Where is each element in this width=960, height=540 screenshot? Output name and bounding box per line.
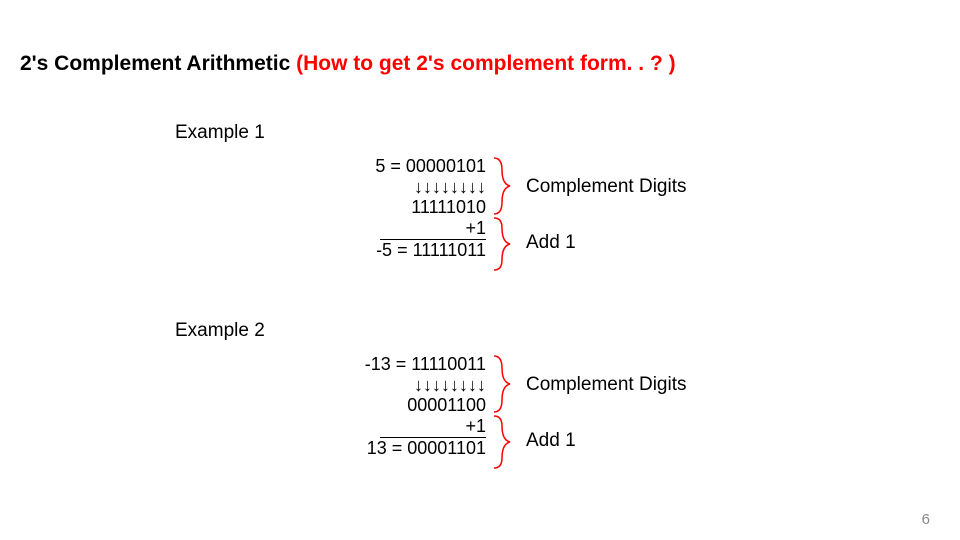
ex2-brace-2-icon bbox=[492, 414, 516, 470]
ex1-annotation-complement: Complement Digits bbox=[526, 176, 687, 198]
ex1-line-result: -5 = 11111011 bbox=[286, 240, 486, 261]
page-number: 6 bbox=[922, 511, 930, 528]
ex2-line-result: 13 = 00001101 bbox=[286, 438, 486, 459]
ex1-line-complement: 11111010 bbox=[286, 197, 486, 218]
example-2-calc: -13 = 11110011 ↓↓↓↓↓↓↓↓ 00001100 +1 13 =… bbox=[286, 354, 486, 458]
title-part2: (How to get 2's complement form. . ? ) bbox=[296, 52, 676, 75]
ex1-brace-2-icon bbox=[492, 216, 516, 272]
ex1-arrows: ↓↓↓↓↓↓↓↓ bbox=[286, 177, 486, 198]
ex2-annotation-complement: Complement Digits bbox=[526, 374, 687, 396]
example-2-label: Example 2 bbox=[175, 320, 265, 342]
ex2-arrows: ↓↓↓↓↓↓↓↓ bbox=[286, 375, 486, 396]
ex2-brace-1-icon bbox=[492, 354, 516, 414]
ex1-line-input: 5 = 00000101 bbox=[286, 156, 486, 177]
slide-title: 2's Complement Arithmetic (How to get 2'… bbox=[20, 52, 676, 76]
ex1-annotation-add1: Add 1 bbox=[526, 232, 576, 254]
ex2-line-complement: 00001100 bbox=[286, 395, 486, 416]
ex2-line-input: -13 = 11110011 bbox=[286, 354, 486, 375]
ex2-annotation-add1: Add 1 bbox=[526, 430, 576, 452]
example-1-label: Example 1 bbox=[175, 122, 265, 144]
example-1-calc: 5 = 00000101 ↓↓↓↓↓↓↓↓ 11111010 +1 -5 = 1… bbox=[286, 156, 486, 260]
title-part1: 2's Complement Arithmetic bbox=[20, 52, 296, 75]
ex1-line-plus1: +1 bbox=[286, 218, 486, 239]
ex2-line-plus1: +1 bbox=[286, 416, 486, 437]
ex1-brace-1-icon bbox=[492, 156, 516, 216]
